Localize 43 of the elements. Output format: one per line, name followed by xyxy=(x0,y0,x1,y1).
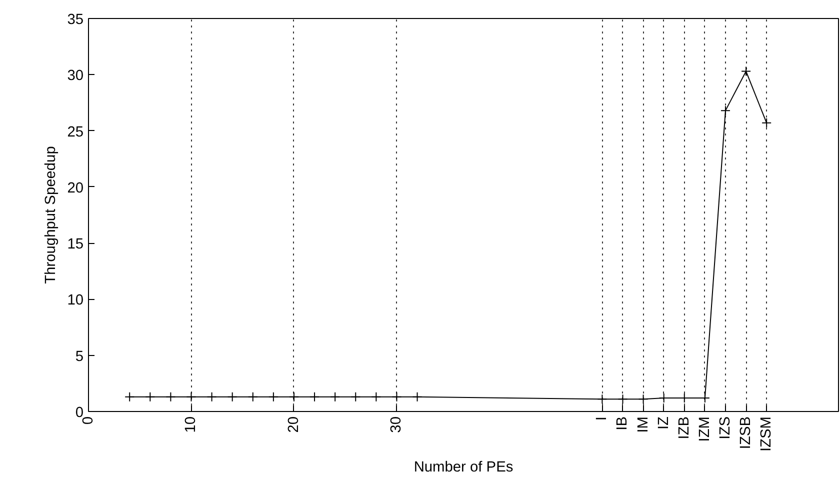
y-tick-label: 35 xyxy=(67,12,84,28)
point xyxy=(227,392,238,402)
point xyxy=(310,392,320,402)
x-tick-label: IZS xyxy=(717,416,734,440)
y-tick-label: 10 xyxy=(67,292,84,309)
point xyxy=(720,106,730,116)
point xyxy=(145,392,156,402)
y-tick-label: 20 xyxy=(67,180,84,196)
x-tick-label: IB xyxy=(614,416,631,430)
x-axis-title: Number of PEs xyxy=(414,460,514,476)
x-tick-label: IZSB xyxy=(738,416,754,450)
y-tick-label: 30 xyxy=(67,68,84,84)
x-tick-label: IZM xyxy=(696,416,713,442)
point xyxy=(597,394,608,404)
point xyxy=(618,394,628,404)
y-axis-title: Throughput Speedup xyxy=(43,146,60,284)
x-tick-label: IZSM xyxy=(758,416,775,452)
x-tick-label: 0 xyxy=(80,416,96,425)
x-tick-label: 10 xyxy=(183,416,200,433)
point xyxy=(412,392,422,402)
point xyxy=(248,392,258,402)
x-tick-label: 30 xyxy=(388,416,405,433)
point xyxy=(268,392,278,402)
point xyxy=(166,392,176,402)
point xyxy=(206,392,217,402)
point xyxy=(186,392,196,402)
point xyxy=(288,392,299,402)
point xyxy=(371,392,382,402)
y-tick-label: 15 xyxy=(67,236,84,253)
point xyxy=(124,392,135,402)
y-tick-label: 25 xyxy=(67,124,84,140)
point xyxy=(762,118,772,128)
x-tick-label: 20 xyxy=(286,416,302,433)
x-tick-label: I xyxy=(594,416,610,421)
x-tick-label: IZB xyxy=(676,416,692,440)
point xyxy=(330,392,340,402)
y-tick-label: 5 xyxy=(75,348,84,365)
point xyxy=(392,392,402,402)
point xyxy=(741,66,752,76)
point xyxy=(638,394,648,404)
point xyxy=(350,392,361,402)
x-tick-label: IM xyxy=(635,416,652,433)
x-tick-label: IZ xyxy=(656,416,672,430)
